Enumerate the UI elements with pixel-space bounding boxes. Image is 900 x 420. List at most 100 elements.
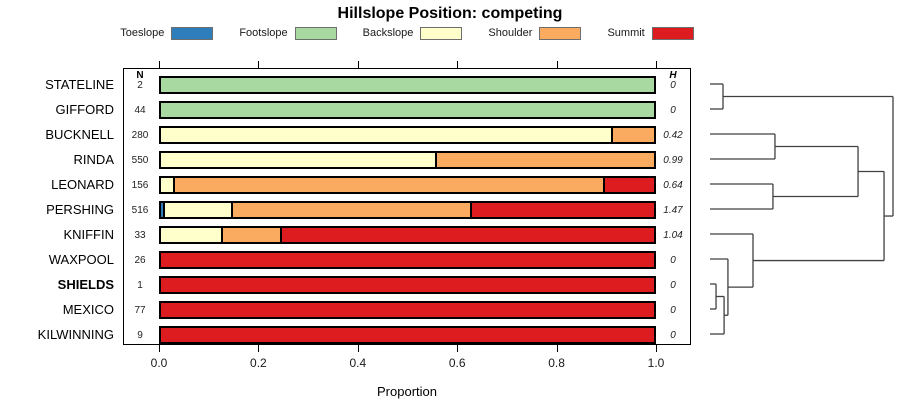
axis-tick-bottom	[556, 345, 558, 352]
n-value: 26	[134, 255, 146, 266]
axis-tick-label: 0.8	[548, 356, 565, 370]
axis-tick-bottom	[656, 345, 657, 352]
legend-item: Backslope	[362, 26, 463, 40]
axis-tick-label: 0.4	[349, 356, 367, 370]
stacked-bar	[159, 126, 656, 144]
bar-segment-shoulder	[434, 153, 654, 167]
row-label: KNIFFIN	[63, 227, 114, 242]
n-value: 516	[131, 205, 149, 216]
h-value: 0	[670, 255, 676, 266]
h-value: 0.99	[663, 155, 683, 166]
bar-segment-backslope	[162, 203, 232, 217]
bar-segment-shoulder	[611, 128, 654, 142]
n-column-header: N	[136, 70, 144, 81]
row-label: KILWINNING	[37, 327, 114, 342]
bar-segment-summit	[469, 203, 654, 217]
bar-segment-backslope	[161, 228, 221, 242]
bar-segment-shoulder	[231, 203, 470, 217]
bar-segment-summit	[161, 328, 654, 342]
bar-segment-backslope	[161, 178, 173, 192]
legend-swatch	[651, 26, 694, 40]
axis-tick-top	[357, 61, 359, 68]
legend-swatch	[420, 26, 463, 40]
axis-tick-top	[258, 61, 260, 68]
bar-segment-shoulder	[220, 228, 281, 242]
row-label: GIFFORD	[55, 102, 115, 117]
legend-item: Shoulder	[488, 26, 582, 40]
legend-label: Footslope	[239, 27, 288, 39]
legend-item: Toeslope	[120, 26, 214, 40]
legend-label: Summit	[607, 27, 645, 39]
bar-segment-summit	[161, 253, 654, 267]
axis-tick-bottom	[457, 345, 459, 352]
chart-title: Hillslope Position: competing	[337, 5, 563, 22]
axis-tick-bottom	[357, 345, 359, 352]
axis-tick-label: 0.0	[150, 356, 168, 370]
bar-segment-backslope	[161, 128, 612, 142]
h-value: 1.04	[663, 230, 683, 241]
axis-tick-top	[457, 61, 459, 68]
legend-swatch	[539, 26, 582, 40]
row-label: LEONARD	[51, 177, 114, 192]
row-label: RINDA	[73, 152, 114, 167]
axis-tick-top	[656, 61, 657, 68]
bar-segment-backslope	[161, 153, 435, 167]
n-value: 2	[137, 80, 143, 91]
stacked-bar	[159, 226, 656, 244]
bar-segment-footslope	[161, 78, 654, 92]
h-value: 0	[670, 105, 676, 116]
axis-tick-bottom	[258, 345, 260, 352]
row-label: SHIELDS	[57, 277, 114, 292]
n-value: 33	[134, 230, 146, 241]
legend-label: Shoulder	[488, 27, 533, 39]
legend-label: Toeslope	[120, 27, 165, 39]
axis-tick-label: 1.0	[647, 356, 665, 370]
n-value: 550	[131, 155, 149, 166]
legend-item: Summit	[607, 26, 694, 40]
h-value: 0	[670, 280, 676, 291]
h-column-header: H	[669, 70, 677, 81]
h-value: 0.42	[663, 130, 683, 141]
n-value: 9	[137, 330, 143, 341]
stacked-bar	[159, 201, 656, 219]
row-label: MEXICO	[62, 302, 114, 317]
legend-swatch	[294, 26, 337, 40]
legend: Toeslope Footslope Backslope Shoulder Summit	[120, 24, 694, 42]
n-value: 1	[137, 280, 143, 291]
stacked-bar	[159, 76, 656, 94]
bar-segment-shoulder	[172, 178, 604, 192]
h-value: 0.64	[663, 180, 683, 191]
row-label: WAXPOOL	[48, 252, 114, 267]
stacked-bar	[159, 101, 656, 119]
axis-tick-label: 0.2	[250, 356, 267, 370]
bar-segment-summit	[603, 178, 654, 192]
stacked-bar	[159, 301, 656, 319]
stacked-bar	[159, 151, 656, 169]
h-value: 1.47	[663, 205, 683, 216]
bar-segment-summit	[161, 303, 654, 317]
axis-tick-bottom	[159, 345, 160, 352]
bar-segment-summit	[161, 278, 654, 292]
stacked-bar	[159, 176, 656, 194]
axis-tick-top	[556, 61, 558, 68]
stacked-bar	[159, 251, 656, 269]
row-label: PERSHING	[46, 202, 114, 217]
n-value: 77	[134, 305, 146, 316]
bar-segment-footslope	[161, 103, 654, 117]
stacked-bar	[159, 326, 656, 344]
n-value: 280	[131, 130, 149, 141]
stacked-bar	[159, 276, 656, 294]
n-value: 44	[134, 105, 146, 116]
legend-item: Footslope	[239, 26, 337, 40]
row-label: BUCKNELL	[45, 127, 114, 142]
axis-tick-top	[159, 61, 160, 68]
h-value: 0	[670, 305, 676, 316]
bar-segment-toeslope	[161, 203, 163, 217]
legend-label: Backslope	[362, 27, 414, 39]
dendrogram	[710, 83, 894, 335]
axis-tick-label: 0.6	[448, 356, 466, 370]
bar-segment-summit	[280, 228, 654, 242]
n-value: 156	[131, 180, 149, 191]
legend-swatch	[171, 26, 214, 40]
